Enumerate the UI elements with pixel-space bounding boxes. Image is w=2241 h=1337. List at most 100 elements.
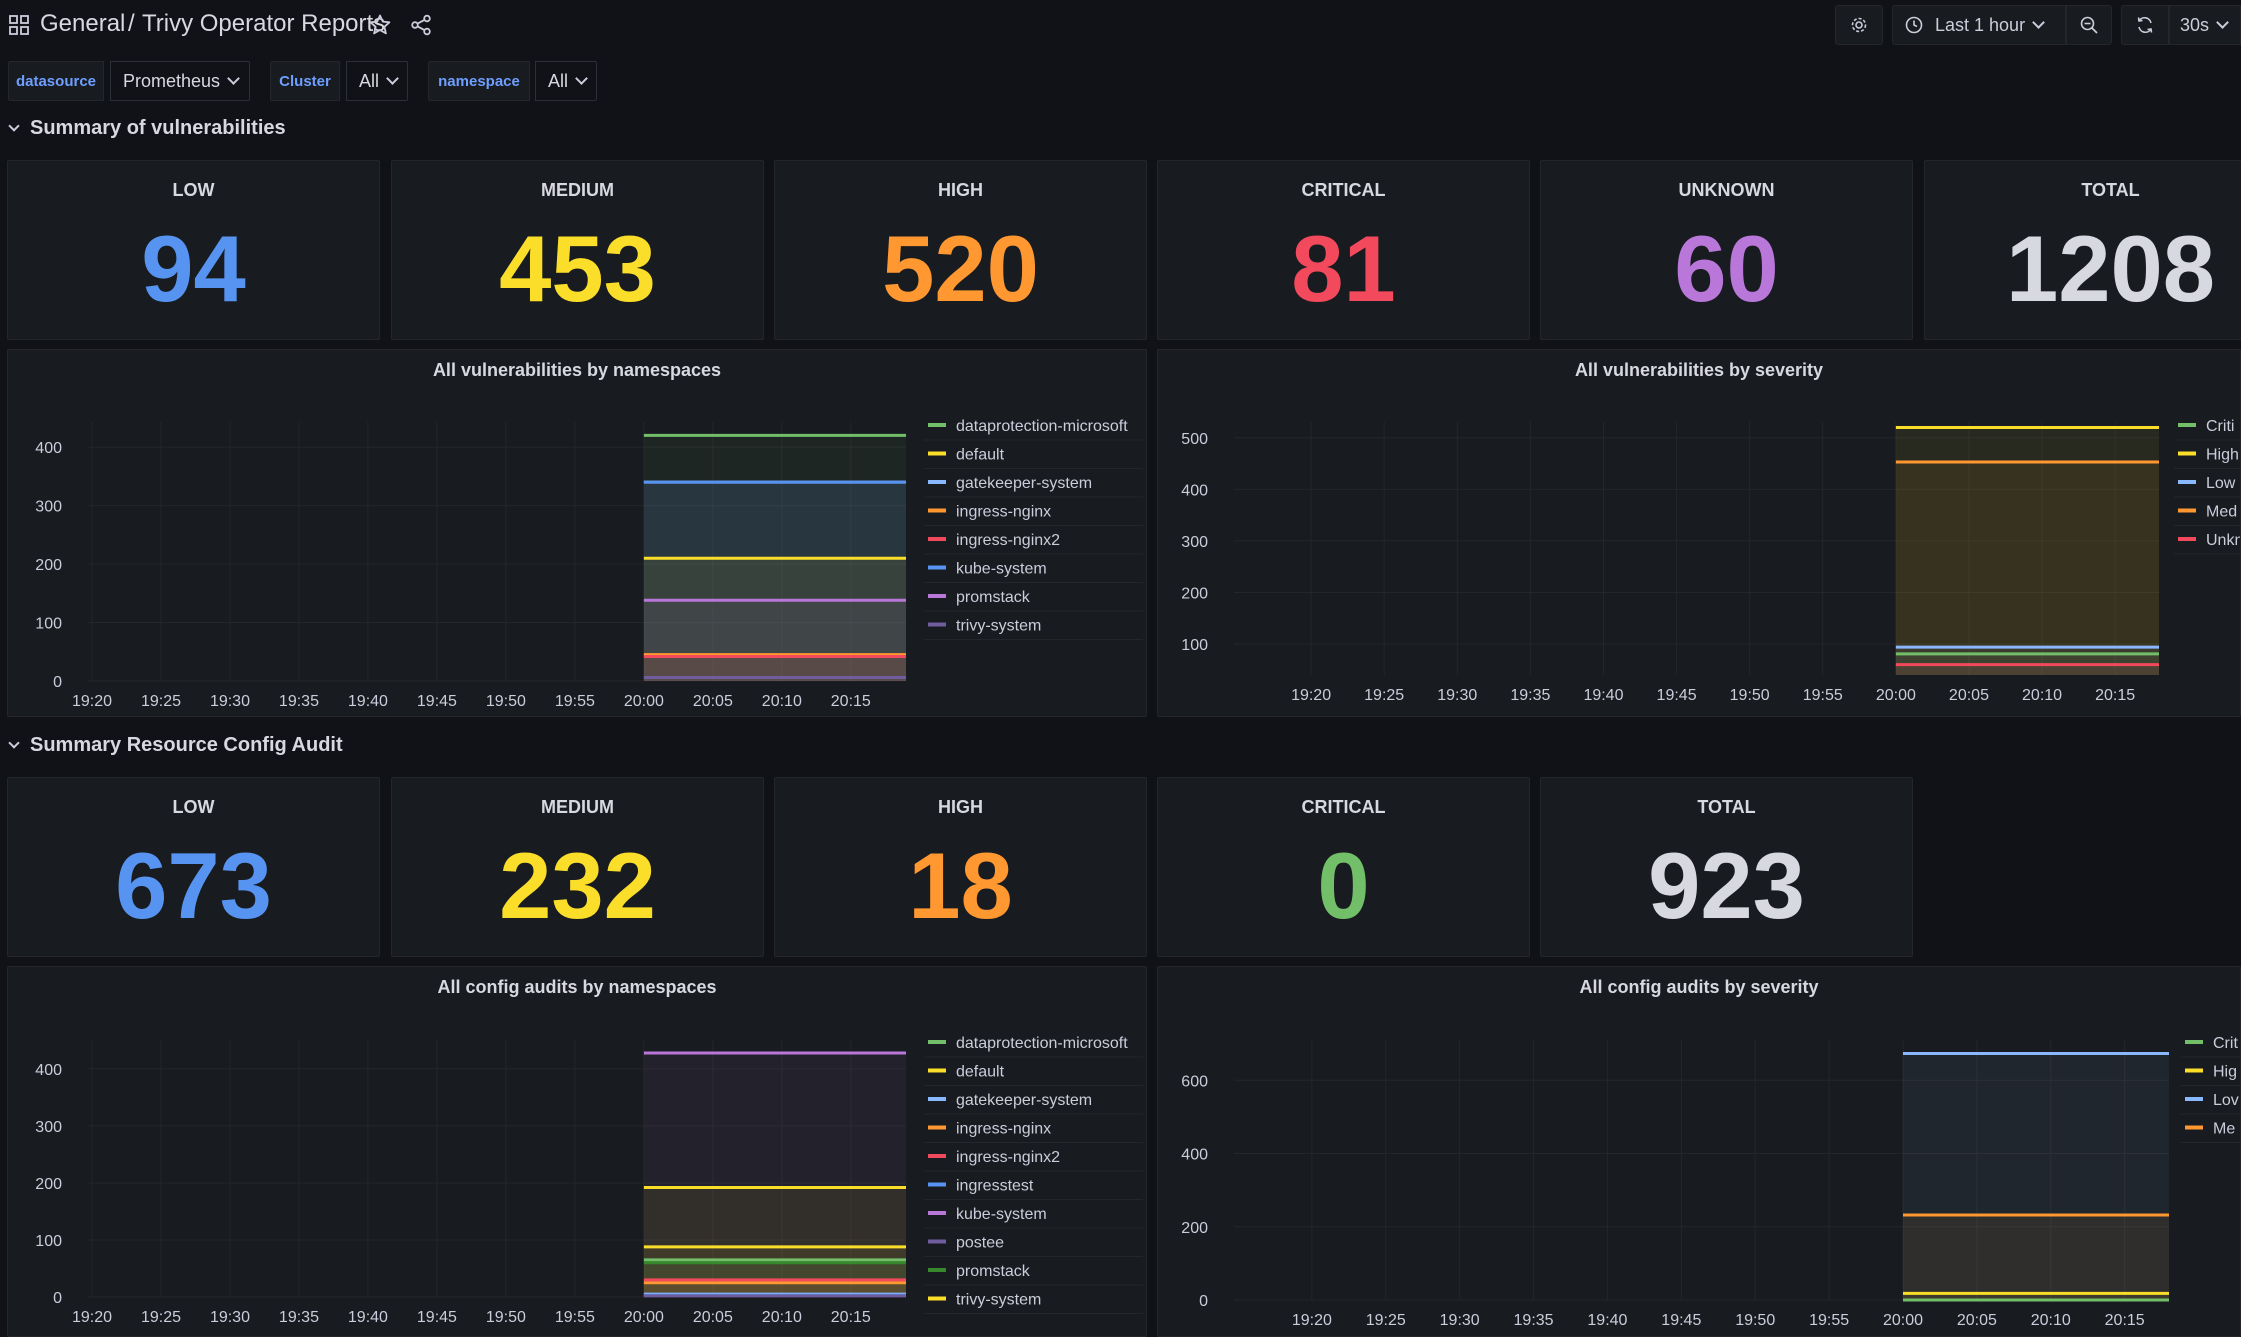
legend-item[interactable]: ingress-nginx (924, 1121, 1143, 1143)
chart-config-by-severity: 19:20 19:25 19:30 19:35 19:40 19:45 19:50 19:55… (1181, 1035, 2241, 1329)
y-tick-label: 500 (1181, 431, 1208, 448)
legend-item[interactable]: default (924, 447, 1143, 469)
x-tick-label: 19:55 (555, 693, 595, 710)
stat-value: 1208 (2005, 216, 2216, 321)
chevron-down-icon (8, 120, 20, 132)
stat-vuln-total-panel: TOTAL 1208 (1924, 160, 2241, 340)
y-tick-label: 0 (1199, 1293, 1208, 1310)
legend-item[interactable]: Me (2181, 1121, 2241, 1143)
legend-item[interactable]: kube-system (924, 561, 1143, 583)
variable-cluster-label: Cluster (270, 61, 340, 101)
y-tick-label: 400 (35, 1062, 62, 1079)
legend-item[interactable]: Crit (2181, 1035, 2241, 1058)
row-config-audit[interactable]: Summary Resource Config Audit (8, 734, 343, 757)
stat-title: LOW (172, 797, 215, 817)
x-tick-label: 19:35 (1510, 687, 1550, 704)
series-area-fill (1895, 647, 2159, 675)
variable-cluster-value: All (359, 70, 380, 91)
x-tick-label: 19:55 (1809, 1312, 1849, 1329)
stat-title: CRITICAL (1301, 180, 1386, 200)
stat-value: 94 (141, 216, 246, 321)
row-vulnerabilities[interactable]: Summary of vulnerabilities (8, 117, 286, 140)
legend-item[interactable]: dataprotection-microsoft (924, 418, 1143, 441)
refresh-interval-label: 30s (2180, 14, 2210, 35)
dashboard-header: General / Trivy Operator Reports Last 1 … (0, 0, 2241, 52)
legend-item[interactable]: Hig (2181, 1064, 2241, 1086)
stat-title: HIGH (938, 180, 983, 200)
y-tick-label: 0 (53, 1290, 62, 1307)
chart-title: All config audits by severity (1579, 977, 1819, 997)
legend-label: Med (2206, 504, 2237, 521)
legend-item[interactable]: promstack (924, 589, 1143, 612)
legend-item[interactable]: default (924, 1064, 1143, 1086)
legend-item[interactable]: kube-system (924, 1206, 1143, 1229)
x-tick-label: 19:35 (1514, 1312, 1554, 1329)
x-tick-label: 19:55 (555, 1309, 595, 1326)
y-tick-label: 100 (35, 616, 62, 633)
legend-label: High (2206, 447, 2239, 464)
legend-item[interactable]: Lov (2181, 1092, 2241, 1115)
x-tick-label: 19:25 (141, 1309, 181, 1326)
legend-item[interactable]: ingress-nginx (924, 504, 1143, 526)
legend-item[interactable]: postee (924, 1235, 1143, 1257)
legend-item[interactable]: ingresstest (924, 1178, 1143, 1200)
series-area-fill (643, 482, 906, 681)
legend-item[interactable]: Low (2174, 475, 2241, 498)
legend-item[interactable]: gatekeeper-system (924, 475, 1143, 498)
x-tick-label: 19:40 (348, 693, 388, 710)
stat-value: 453 (499, 216, 656, 321)
variable-cluster-select[interactable]: All (346, 61, 408, 101)
x-tick-label: 19:25 (1366, 1312, 1406, 1329)
x-tick-label: 20:10 (762, 1309, 802, 1326)
legend-label: gatekeeper-system (956, 1092, 1092, 1109)
dashboard-settings-button[interactable] (1835, 5, 1883, 45)
x-tick-label: 19:40 (348, 1309, 388, 1326)
stat-title: HIGH (938, 797, 983, 817)
variable-namespace-select[interactable]: All (535, 61, 597, 101)
breadcrumb-folder[interactable]: General (40, 10, 126, 37)
legend-item[interactable]: High (2174, 447, 2241, 469)
refresh-interval-picker[interactable]: 30s (2169, 5, 2241, 45)
x-tick-label: 20:05 (1949, 687, 1989, 704)
legend-item[interactable]: ingress-nginx2 (924, 532, 1143, 555)
time-range-label: Last 1 hour (1935, 14, 2026, 35)
legend-item[interactable]: promstack (924, 1263, 1143, 1286)
legend-item[interactable]: Unkn (2174, 532, 2241, 555)
legend-label: kube-system (956, 1206, 1047, 1223)
legend-item[interactable]: Criti (2174, 418, 2241, 441)
legend-label: kube-system (956, 561, 1047, 578)
star-icon[interactable] (368, 13, 392, 37)
chevron-down-icon (575, 72, 588, 85)
panel-vuln-by-namespace: All vulnerabilities by namespaces 19:20 1… (7, 349, 1147, 717)
x-tick-label: 19:45 (1661, 1312, 1701, 1329)
variable-datasource-select[interactable]: Prometheus (110, 61, 250, 101)
zoom-out-button[interactable] (2066, 5, 2112, 45)
chevron-down-icon (8, 737, 20, 749)
row-vulnerabilities-title: Summary of vulnerabilities (30, 117, 286, 139)
refresh-button[interactable] (2121, 5, 2169, 45)
y-tick-label: 200 (35, 1176, 62, 1193)
dashboard-title[interactable]: Trivy Operator Reports (142, 10, 386, 37)
legend-item[interactable]: ingress-nginx2 (924, 1149, 1143, 1172)
legend-label: default (956, 1064, 1005, 1081)
legend-item[interactable]: gatekeeper-system (924, 1092, 1143, 1115)
legend-item[interactable]: trivy-system (924, 618, 1143, 640)
x-tick-label: 19:30 (210, 1309, 250, 1326)
legend-label: ingress-nginx (956, 504, 1051, 521)
legend-item[interactable]: dataprotection-microsoft (924, 1035, 1143, 1058)
series-area-fill (643, 677, 906, 681)
apps-grid-icon[interactable] (9, 15, 29, 35)
legend-item[interactable]: trivy-system (924, 1292, 1143, 1314)
legend-label: Criti (2206, 418, 2234, 435)
x-tick-label: 19:35 (279, 693, 319, 710)
time-range-picker[interactable]: Last 1 hour (1892, 5, 2066, 45)
legend-item[interactable]: Med (2174, 504, 2241, 526)
series-area-fill (643, 558, 906, 681)
legend-label: promstack (956, 1263, 1031, 1280)
stat-value: 60 (1674, 216, 1779, 321)
share-icon[interactable] (410, 14, 432, 36)
stat-title: CRITICAL (1301, 797, 1386, 817)
x-tick-label: 19:30 (1440, 1312, 1480, 1329)
variable-namespace-label: namespace (428, 61, 530, 101)
stat-title: TOTAL (2081, 180, 2140, 200)
